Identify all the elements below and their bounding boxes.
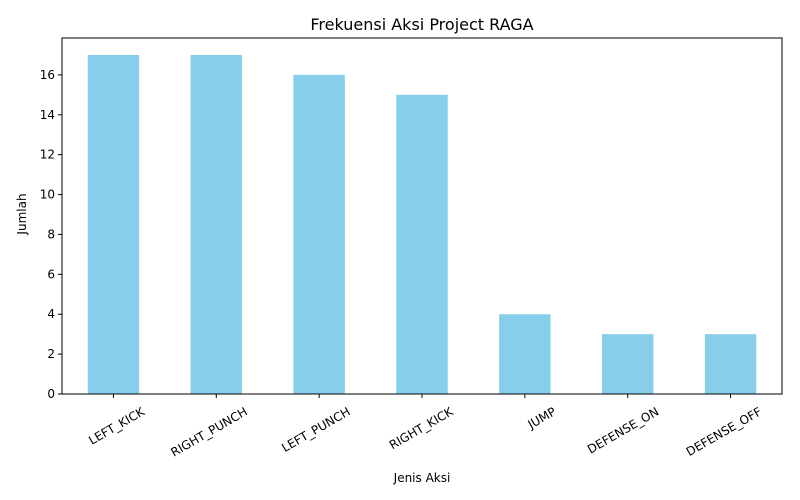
x-tick-label: DEFENSE_OFF bbox=[684, 404, 764, 459]
x-axis-label: Jenis Aksi bbox=[393, 471, 451, 485]
y-tick-label: 8 bbox=[47, 227, 55, 241]
y-tick-label: 4 bbox=[47, 307, 55, 321]
x-axis: LEFT_KICK RIGHT_PUNCH LEFT_PUNCH RIGHT_KICK… bbox=[86, 394, 764, 460]
bar-left-punch bbox=[293, 74, 345, 394]
y-tick-label: 10 bbox=[40, 188, 55, 202]
plot-frame bbox=[61, 37, 783, 395]
bar-jump bbox=[499, 314, 551, 394]
y-tick-label: 0 bbox=[47, 387, 55, 401]
bar-defense-on bbox=[602, 334, 654, 394]
x-tick-label: JUMP bbox=[525, 404, 559, 432]
x-tick-label: LEFT_PUNCH bbox=[279, 404, 352, 454]
bars-group bbox=[87, 54, 757, 395]
y-tick-label: 14 bbox=[40, 108, 55, 122]
bar-right-kick bbox=[396, 94, 448, 395]
y-tick-label: 12 bbox=[40, 148, 55, 162]
x-tick-label: RIGHT_KICK bbox=[387, 404, 457, 452]
y-axis: 0 2 4 6 8 10 12 14 16 bbox=[40, 68, 62, 401]
chart-title: Frekuensi Aksi Project RAGA bbox=[310, 15, 533, 34]
y-tick-label: 16 bbox=[40, 68, 55, 82]
bar-left-kick bbox=[87, 54, 140, 394]
bar-defense-off bbox=[704, 334, 757, 394]
bar-right-punch bbox=[190, 54, 242, 394]
y-tick-label: 2 bbox=[47, 347, 55, 361]
x-tick-label: RIGHT_PUNCH bbox=[168, 404, 249, 459]
y-tick-label: 6 bbox=[47, 267, 55, 281]
x-tick-label: DEFENSE_ON bbox=[585, 404, 661, 456]
y-axis-label: Jumlah bbox=[15, 193, 29, 235]
x-tick-label: LEFT_KICK bbox=[86, 404, 148, 448]
